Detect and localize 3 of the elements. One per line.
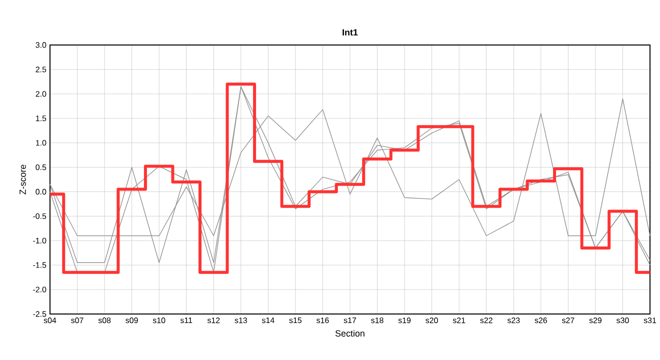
chart-title: Int1 — [342, 29, 358, 36]
y-axis-title: Z-score — [20, 164, 26, 194]
x-axis-title: Section — [335, 330, 364, 337]
